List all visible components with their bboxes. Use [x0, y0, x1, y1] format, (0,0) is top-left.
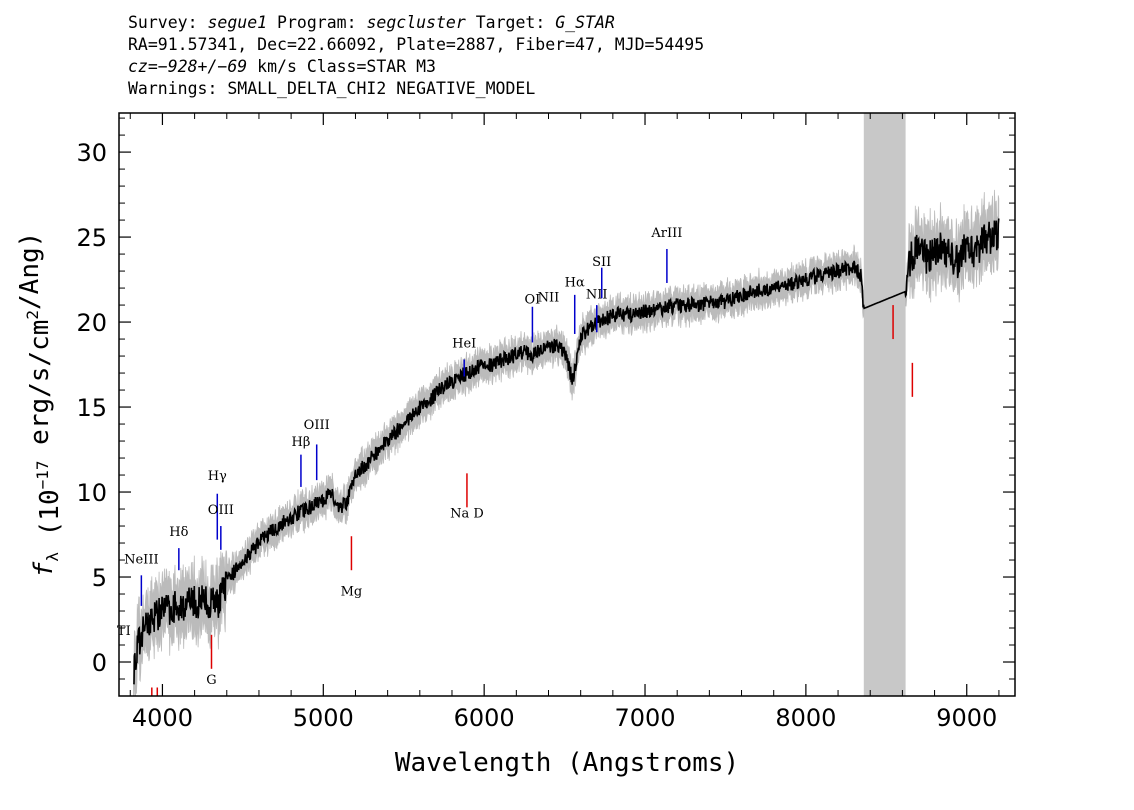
y-tick-label: 5 [92, 564, 107, 592]
x-axis-title: Wavelength (Angstroms) [395, 748, 739, 778]
y-axis-title-part: erg/s/cm [25, 320, 55, 461]
target-value: G_STAR [555, 13, 615, 32]
spectral-line-label: Hδ [169, 525, 188, 540]
error-band [133, 189, 1000, 696]
y-axis-title-part: 2 [23, 310, 42, 320]
x-tick-label: 7000 [614, 704, 675, 732]
y-tick-label: 10 [76, 479, 107, 507]
y-tick-label: 0 [92, 649, 107, 677]
spectral-line-label: OIII [304, 418, 330, 433]
redshift-value: cz=−928+/−69 [128, 57, 248, 76]
spectral-line-label: NII [586, 287, 608, 302]
header-line-coordinates: RA=91.57341, Dec=22.66092, Plate=2887, F… [128, 35, 705, 54]
y-tick-label: 25 [76, 224, 107, 252]
axis-ticks-layer: 4000 5000 6000 7000 8000 9000 0 5 10 15 20 25 30 [76, 113, 1015, 732]
spectral-line-label: Hβ [292, 435, 311, 450]
target-label: Target: [475, 13, 546, 32]
masked-region [863, 113, 906, 696]
spectral-line-label: NII [538, 291, 560, 306]
y-tick-label: 20 [76, 309, 107, 337]
spectral-line-label: ArIII [650, 226, 682, 241]
spectral-line-label: OIII [208, 503, 234, 518]
spectrum-header: Survey: segue1 Program: segcluster Targe… [128, 12, 704, 100]
plot-frame [118, 112, 1016, 697]
y-axis-title-part: /Ang) [15, 232, 45, 310]
spectral-line-label: NeIII [124, 552, 158, 567]
spectral-line-label: G [206, 673, 216, 688]
masked-region-layer [863, 113, 906, 696]
spectral-line-label: HeI [452, 337, 476, 352]
program-value: segcluster [366, 13, 466, 32]
header-line-warnings: Warnings: SMALL_DELTA_CHI2 NEGATIVE_MODE… [128, 79, 536, 98]
header-line-redshift: cz=−928+/−69 km/s Class=STAR M3 [128, 56, 704, 78]
line-labels-layer: NeIIIHδHγOIIIHβOIIIHeIOINIIHαNIISIIArIII… [117, 226, 914, 696]
y-axis-title: fλ (10−17 erg/s/cm2/Ang) [15, 232, 65, 578]
y-axis-title-part: (10 [35, 489, 65, 552]
y-axis-title-part: −17 [33, 460, 52, 489]
spectrum-series-layer [132, 218, 1000, 685]
spectral-line-label: Na D [450, 507, 484, 522]
x-tick-label: 9000 [936, 704, 997, 732]
survey-label: Survey: [128, 13, 198, 32]
spectrum-line [132, 218, 1000, 685]
spectral-line-label: Hα [565, 275, 585, 290]
header-line-survey: Survey: segue1 Program: segcluster Targe… [128, 12, 704, 34]
y-axis-title-part: f [29, 561, 59, 577]
spectral-line-label: SII [592, 255, 611, 270]
error-band-layer [133, 189, 1000, 696]
program-label: Program: [277, 13, 357, 32]
x-tick-label: 6000 [454, 704, 515, 732]
redshift-units-class: km/s Class=STAR M3 [257, 57, 436, 76]
y-axis-title-part: λ [43, 552, 62, 562]
spectral-line-label: Hγ [208, 469, 227, 484]
x-tick-label: 5000 [293, 704, 354, 732]
survey-value: segue1 [207, 13, 268, 32]
x-tick-label: 8000 [775, 704, 836, 732]
spectral-line-label: OI [525, 292, 541, 307]
y-tick-label: 30 [76, 139, 107, 167]
x-tick-label: 4000 [132, 704, 193, 732]
y-tick-label: 15 [76, 394, 107, 422]
spectral-line-label: Mg [341, 585, 363, 600]
